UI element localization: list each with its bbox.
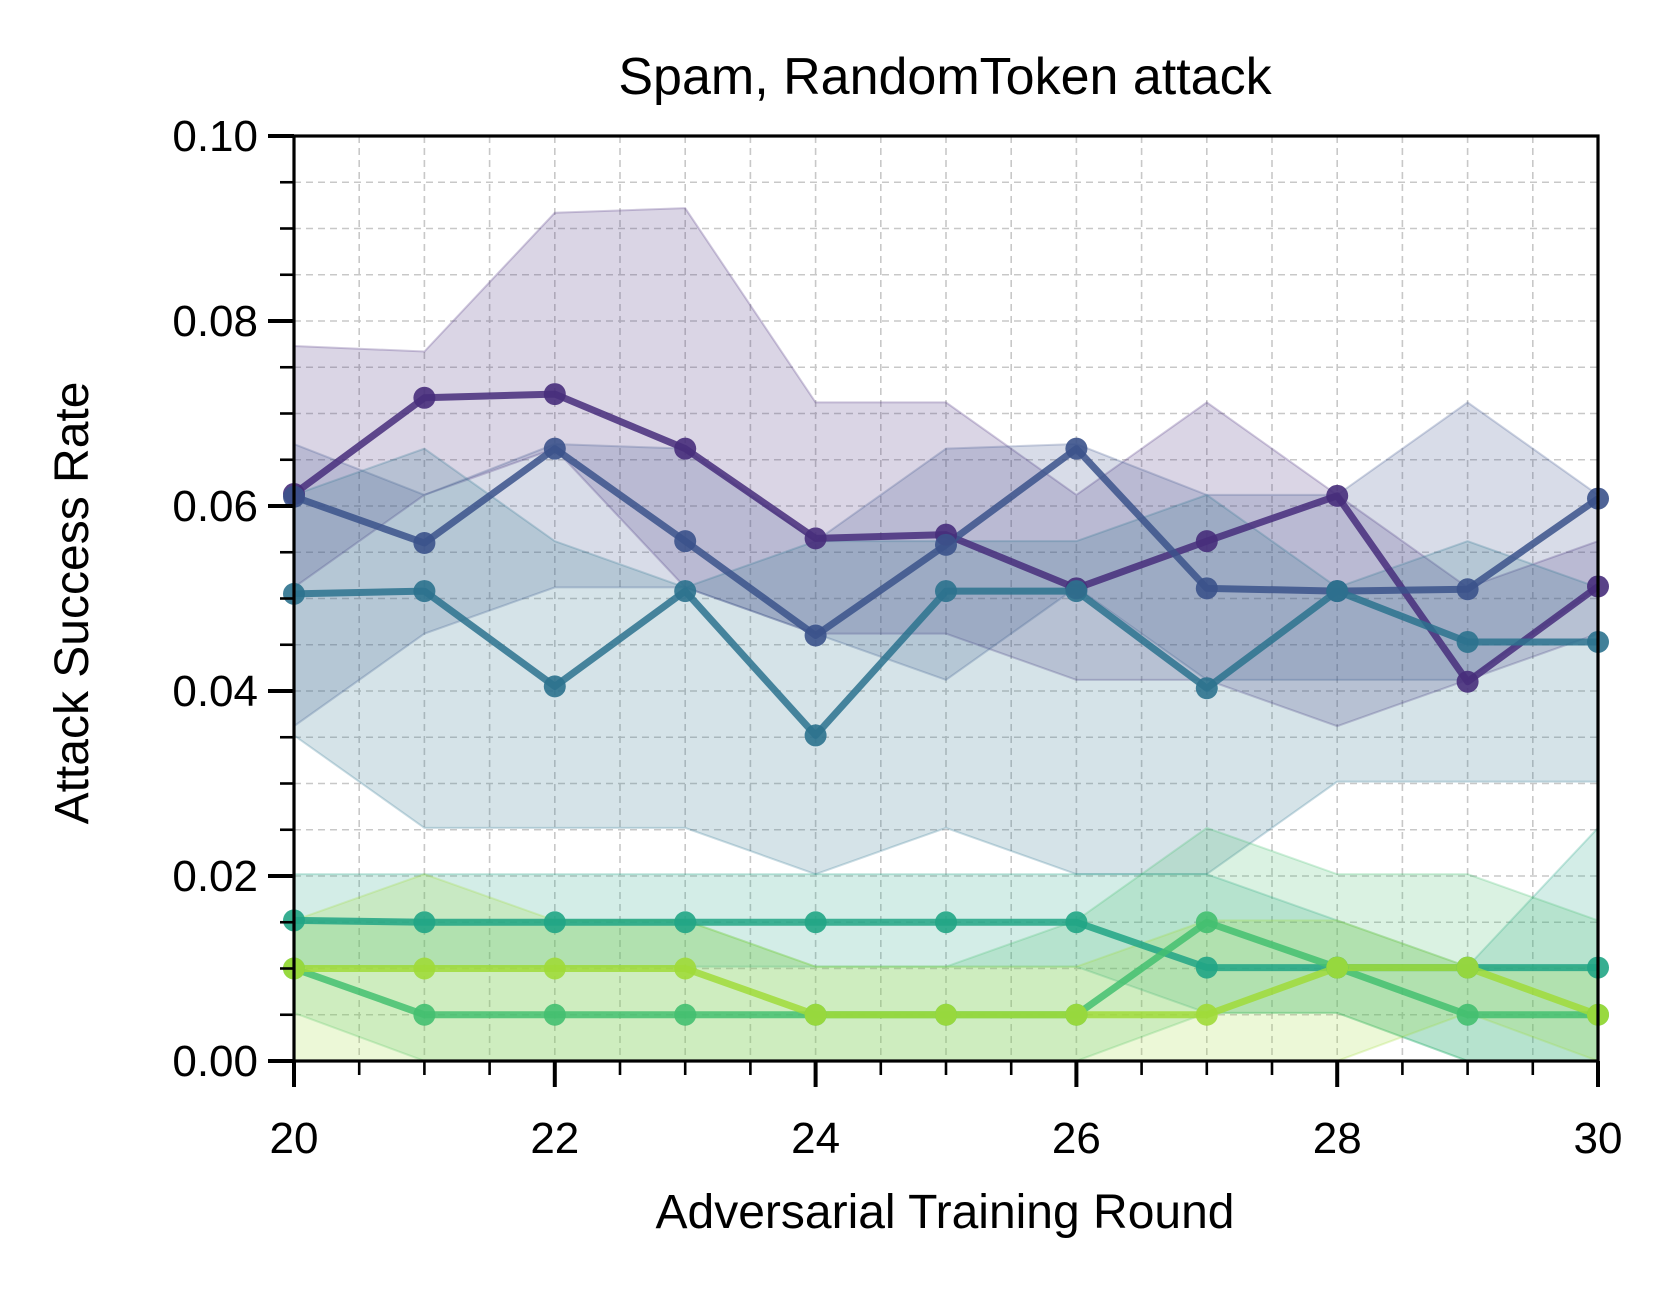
y-tick-label: 0.08 [172, 297, 258, 346]
y-tick-label: 0.10 [172, 112, 258, 161]
data-point [1065, 580, 1088, 603]
data-point [1326, 484, 1349, 507]
data-point [804, 527, 827, 550]
data-point [1456, 630, 1479, 653]
data-point [413, 957, 436, 980]
data-point [1195, 1003, 1218, 1026]
data-point [1326, 956, 1349, 979]
data-point [543, 383, 566, 406]
data-point [1195, 956, 1218, 979]
data-point [1065, 437, 1088, 460]
data-point [1195, 911, 1218, 934]
data-point [413, 911, 436, 934]
data-point [1195, 530, 1218, 553]
data-point [413, 532, 436, 554]
x-tick-label: 26 [1052, 1114, 1101, 1163]
data-point [1456, 670, 1479, 693]
data-point [413, 1003, 436, 1026]
data-point [1456, 578, 1479, 601]
data-point [674, 437, 697, 460]
x-tick-label: 20 [270, 1114, 319, 1163]
data-point [543, 957, 566, 980]
y-tick-label: 0.06 [172, 482, 258, 531]
data-point [674, 580, 697, 603]
data-point [674, 530, 697, 553]
series-points [283, 383, 1609, 1026]
y-tick-label: 0.02 [172, 852, 258, 901]
data-point [1065, 911, 1088, 934]
data-point [804, 1003, 827, 1026]
data-point [804, 911, 827, 934]
data-point [1456, 1003, 1479, 1026]
data-point [804, 724, 827, 747]
data-point [935, 1003, 957, 1026]
y-tick-label: 0.04 [172, 667, 258, 716]
data-point [543, 1003, 566, 1026]
x-tick-label: 24 [791, 1114, 840, 1163]
data-point [1065, 1003, 1088, 1026]
data-point [935, 580, 957, 603]
data-point [413, 386, 436, 409]
data-point [804, 624, 827, 647]
data-point [543, 675, 566, 698]
axes: 20 22 24 26 28 30 0.00 0.02 0.04 0.06 0.08 0.10 [172, 112, 1622, 1163]
data-point [935, 533, 957, 556]
data-point [935, 911, 957, 934]
x-tick-label: 30 [1574, 1114, 1623, 1163]
data-point [1456, 956, 1479, 979]
data-point [674, 911, 697, 934]
x-axis-label: Adversarial Training Round [656, 1186, 1235, 1239]
data-point [674, 1003, 697, 1026]
chart-title: Spam, RandomToken attack [618, 48, 1272, 106]
data-point [543, 911, 566, 934]
data-point [674, 957, 697, 980]
x-tick-label: 28 [1313, 1114, 1362, 1163]
data-point [543, 437, 566, 460]
y-axis-label: Attack Success Rate [46, 382, 99, 825]
y-tick-label: 0.00 [172, 1037, 258, 1086]
data-point [1195, 577, 1218, 600]
x-tick-label: 22 [530, 1114, 579, 1163]
data-point [1326, 580, 1349, 603]
data-point [413, 580, 436, 603]
data-point [1195, 677, 1218, 700]
